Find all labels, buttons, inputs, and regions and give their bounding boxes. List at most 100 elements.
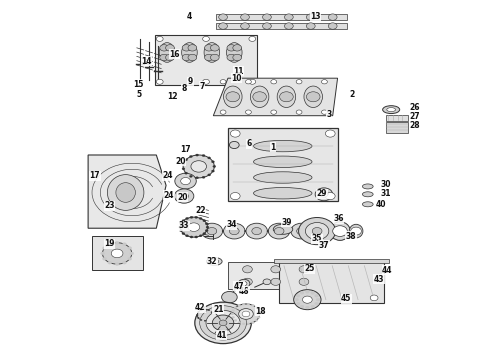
Text: 37: 37: [318, 240, 329, 249]
Bar: [386, 115, 408, 121]
Circle shape: [108, 243, 112, 246]
Circle shape: [217, 313, 222, 317]
Circle shape: [156, 79, 163, 84]
Circle shape: [245, 80, 251, 84]
Circle shape: [246, 223, 268, 239]
Circle shape: [210, 45, 219, 51]
Circle shape: [232, 304, 260, 324]
Circle shape: [296, 294, 300, 297]
Circle shape: [242, 311, 250, 317]
Text: 29: 29: [317, 189, 327, 198]
Circle shape: [296, 80, 302, 84]
Ellipse shape: [210, 259, 219, 264]
Circle shape: [294, 290, 321, 310]
Circle shape: [315, 188, 333, 201]
Circle shape: [302, 296, 312, 303]
Circle shape: [315, 294, 318, 297]
Circle shape: [199, 235, 202, 237]
Circle shape: [182, 54, 191, 61]
Circle shape: [271, 80, 277, 84]
Bar: [274, 258, 389, 263]
Text: 17: 17: [90, 171, 100, 180]
Circle shape: [196, 177, 198, 179]
Text: 45: 45: [341, 294, 351, 303]
Circle shape: [251, 321, 254, 324]
Ellipse shape: [182, 42, 197, 62]
Text: 31: 31: [380, 189, 391, 198]
Circle shape: [186, 217, 189, 220]
Circle shape: [212, 170, 215, 172]
Circle shape: [202, 36, 209, 41]
Circle shape: [204, 320, 206, 321]
Circle shape: [315, 302, 318, 305]
Circle shape: [188, 54, 197, 61]
Circle shape: [249, 36, 256, 41]
Text: 19: 19: [104, 239, 115, 248]
Ellipse shape: [253, 140, 312, 152]
Ellipse shape: [387, 108, 395, 112]
Circle shape: [230, 193, 240, 200]
Circle shape: [233, 45, 242, 51]
Circle shape: [321, 80, 327, 84]
Circle shape: [190, 216, 193, 219]
Circle shape: [247, 323, 250, 325]
Circle shape: [370, 295, 378, 301]
Text: 2: 2: [349, 90, 355, 99]
Circle shape: [305, 306, 309, 309]
Circle shape: [241, 23, 249, 29]
Ellipse shape: [226, 42, 242, 62]
Text: 43: 43: [374, 275, 384, 284]
Circle shape: [156, 36, 163, 41]
Circle shape: [200, 319, 202, 321]
Circle shape: [231, 313, 234, 315]
Ellipse shape: [206, 257, 222, 265]
Circle shape: [202, 79, 209, 84]
Text: 34: 34: [226, 220, 237, 229]
Circle shape: [274, 228, 284, 235]
Circle shape: [296, 302, 300, 305]
Circle shape: [320, 192, 328, 197]
Circle shape: [202, 176, 205, 178]
Ellipse shape: [349, 224, 363, 238]
Bar: [386, 122, 408, 133]
Circle shape: [229, 228, 239, 235]
Text: 30: 30: [380, 180, 391, 189]
Circle shape: [211, 311, 213, 313]
Text: 35: 35: [312, 234, 322, 243]
Circle shape: [247, 303, 250, 305]
Circle shape: [221, 292, 237, 303]
Ellipse shape: [304, 86, 322, 108]
Text: 17: 17: [180, 145, 191, 154]
Circle shape: [242, 303, 245, 305]
Bar: [228, 128, 338, 202]
Circle shape: [197, 311, 199, 313]
Circle shape: [219, 320, 227, 326]
Circle shape: [180, 193, 189, 199]
Circle shape: [232, 316, 235, 319]
Circle shape: [166, 54, 174, 61]
Ellipse shape: [273, 224, 293, 234]
Circle shape: [220, 110, 226, 114]
Text: 47: 47: [234, 282, 245, 291]
Circle shape: [182, 45, 191, 51]
Text: 14: 14: [141, 57, 152, 66]
Text: 32: 32: [207, 257, 217, 266]
Circle shape: [190, 175, 193, 177]
Circle shape: [196, 154, 198, 156]
Circle shape: [227, 45, 236, 51]
Text: 10: 10: [231, 74, 242, 83]
Circle shape: [115, 241, 119, 244]
Circle shape: [232, 310, 235, 312]
Circle shape: [186, 235, 189, 237]
Circle shape: [205, 230, 208, 231]
Text: 23: 23: [104, 201, 115, 210]
Ellipse shape: [330, 222, 350, 240]
Circle shape: [271, 110, 277, 114]
Circle shape: [195, 216, 197, 219]
Circle shape: [182, 220, 185, 222]
Circle shape: [108, 261, 112, 264]
Circle shape: [208, 174, 211, 176]
Circle shape: [203, 220, 206, 222]
Circle shape: [234, 319, 237, 321]
Text: 44: 44: [382, 266, 392, 275]
